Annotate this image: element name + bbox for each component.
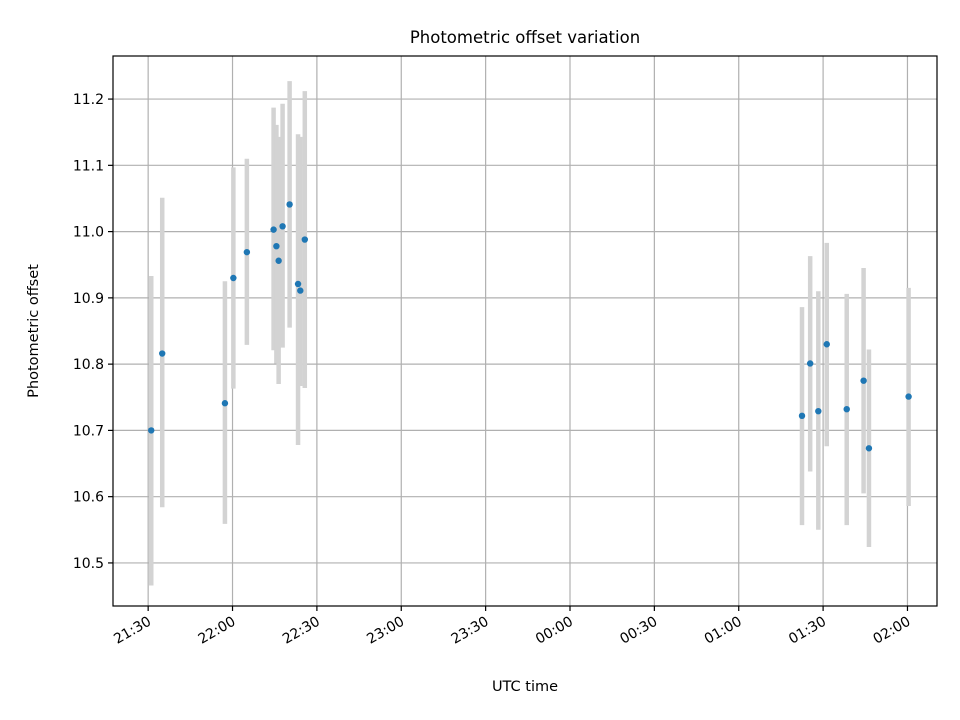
data-point bbox=[221, 400, 229, 407]
data-point bbox=[273, 242, 280, 250]
x-axis: 21:30 22:00 22:30 23:00 23:30 00:00 00:30 01:00… bbox=[111, 606, 913, 648]
y-axis-label: Photometric offset bbox=[26, 264, 42, 398]
y-axis: 10.5 10.6 10.7 10.8 10.9 11.0 11.1 11.2 bbox=[73, 92, 113, 572]
data-point bbox=[798, 412, 806, 420]
chart-title: Photometric offset variation bbox=[410, 28, 640, 47]
data-point bbox=[865, 445, 873, 452]
data-point bbox=[230, 274, 237, 282]
data-point bbox=[286, 201, 293, 208]
x-axis-label: UTC time bbox=[492, 679, 558, 695]
y-tick-label: 10.8 bbox=[73, 357, 104, 373]
x-tick-label: 00:30 bbox=[617, 614, 660, 648]
data-point bbox=[301, 236, 308, 243]
y-tick-label: 10.9 bbox=[73, 291, 104, 307]
data-point bbox=[243, 248, 251, 256]
data-point bbox=[148, 427, 155, 434]
x-tick-label: 22:30 bbox=[280, 614, 323, 648]
data-point bbox=[270, 226, 277, 233]
data-point bbox=[297, 287, 304, 294]
data-point bbox=[843, 405, 850, 413]
x-tick-label: 22:00 bbox=[196, 614, 239, 648]
data-point bbox=[860, 377, 867, 384]
data-point bbox=[823, 341, 830, 348]
data-point bbox=[159, 350, 166, 357]
x-tick-label: 23:30 bbox=[449, 614, 492, 648]
plot-frame bbox=[112, 55, 938, 607]
data-point bbox=[279, 223, 286, 230]
data-point bbox=[275, 257, 282, 264]
x-tick-label: 01:00 bbox=[702, 614, 745, 648]
grid-lines bbox=[113, 56, 937, 606]
y-tick-label: 11.2 bbox=[73, 92, 104, 108]
data-point bbox=[815, 407, 822, 415]
y-tick-label: 11.1 bbox=[73, 158, 104, 174]
data-point bbox=[806, 360, 814, 367]
x-tick-label: 01:30 bbox=[786, 614, 829, 648]
data-point bbox=[294, 280, 302, 288]
error-bars bbox=[148, 81, 911, 586]
y-tick-label: 10.7 bbox=[73, 423, 104, 439]
x-tick-label: 00:00 bbox=[533, 614, 576, 648]
y-tick-label: 10.5 bbox=[73, 556, 104, 572]
y-tick-label: 11.0 bbox=[73, 225, 104, 241]
x-tick-label: 02:00 bbox=[871, 614, 914, 648]
x-tick-label: 23:00 bbox=[364, 614, 407, 648]
x-tick-label: 21:30 bbox=[111, 614, 154, 648]
data-points bbox=[148, 201, 912, 452]
y-tick-label: 10.6 bbox=[73, 490, 104, 506]
data-point bbox=[905, 393, 912, 400]
